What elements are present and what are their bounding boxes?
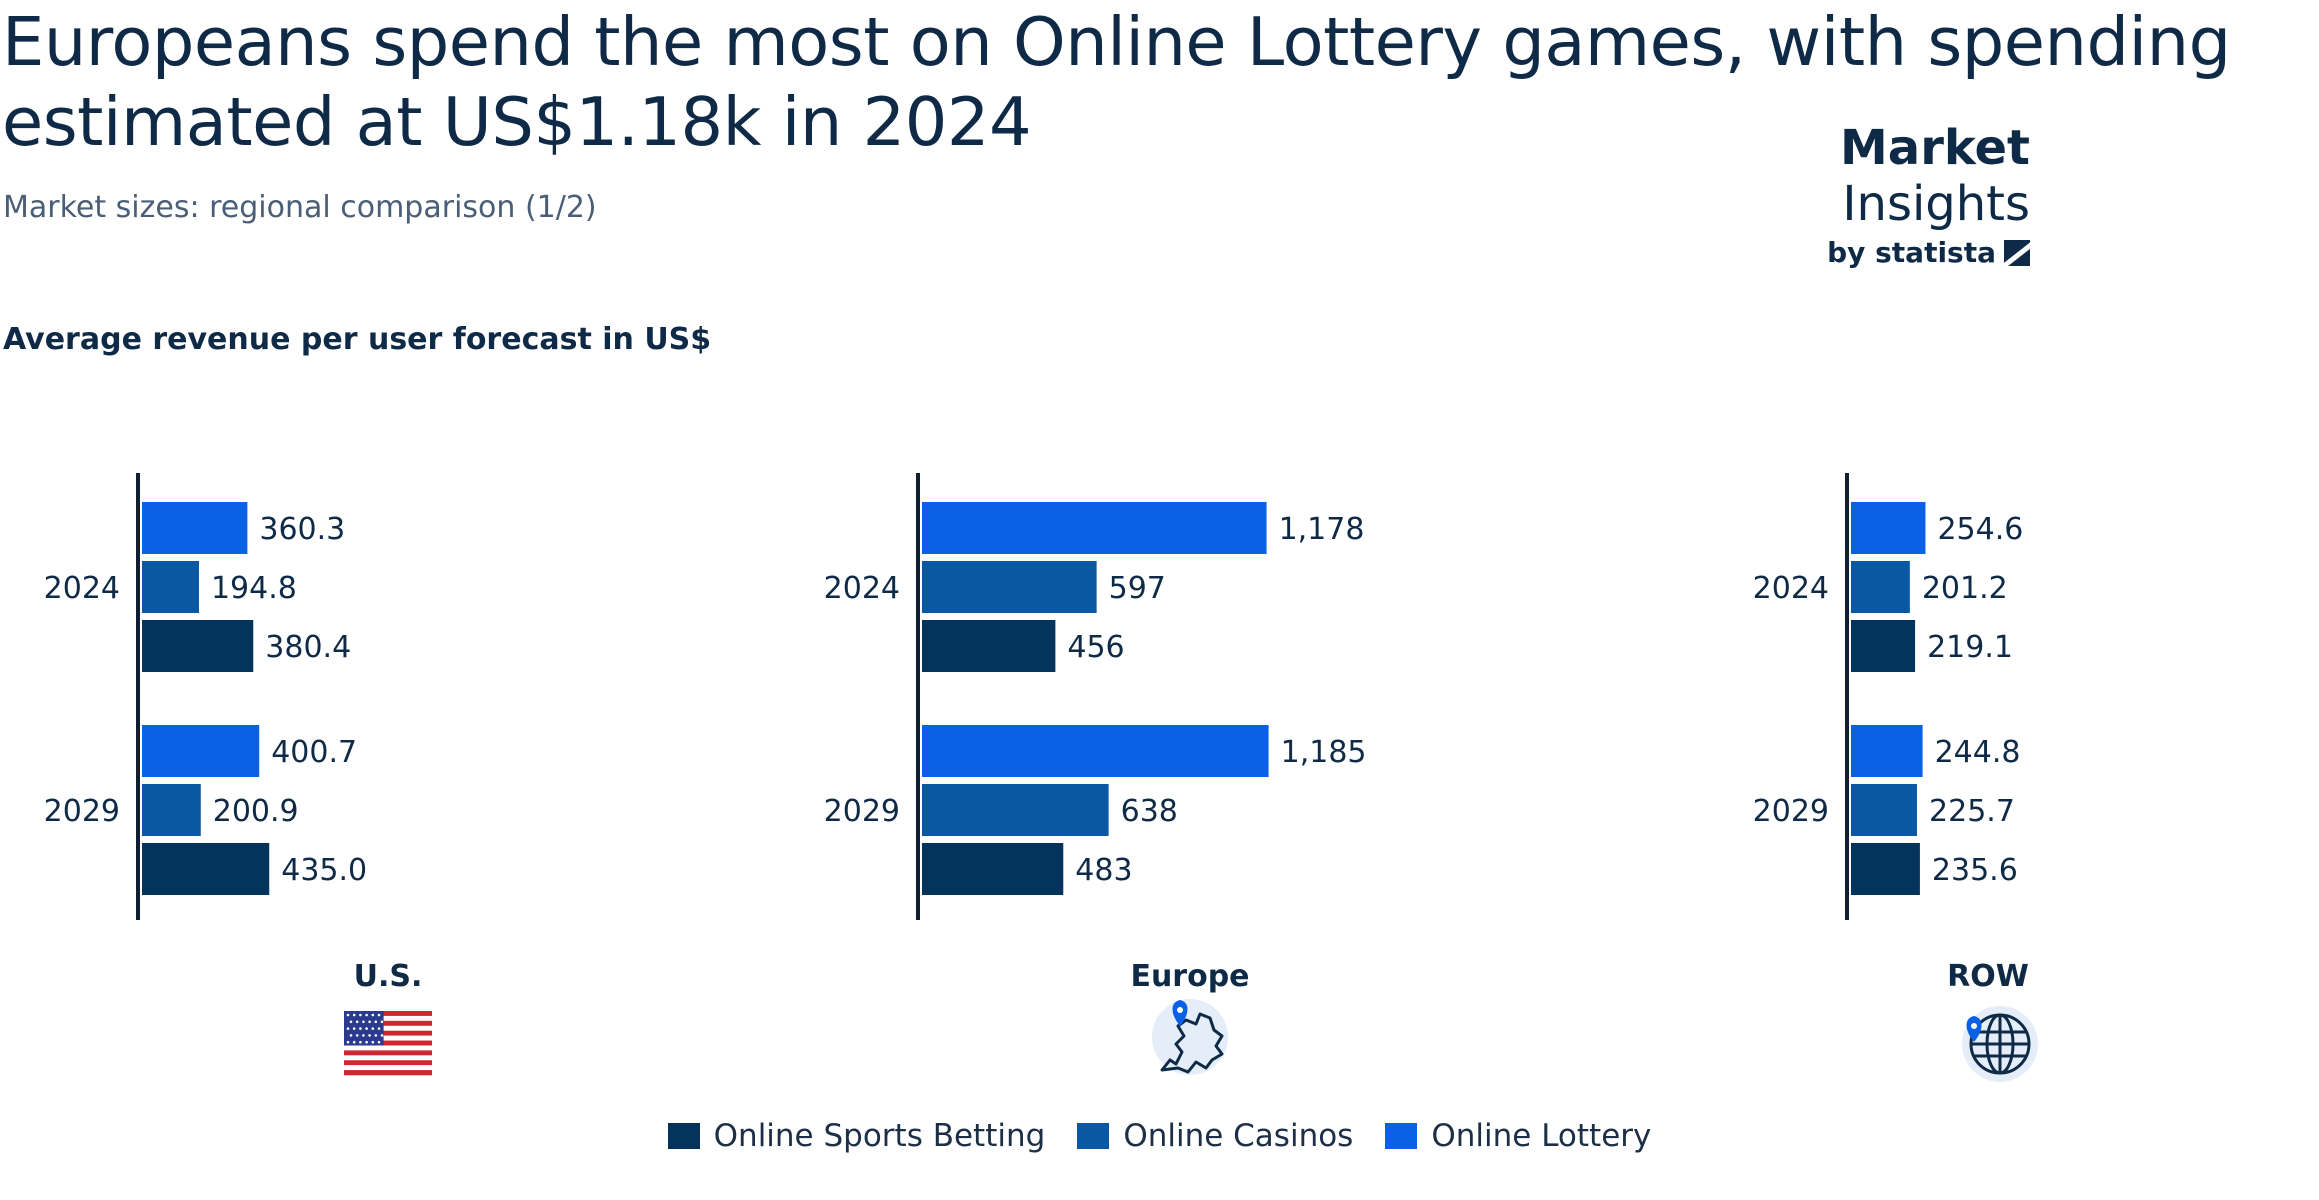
bar-europe-2024-online-lottery xyxy=(922,502,1267,554)
bar-u-s-2029-online-sports-betting xyxy=(142,843,270,895)
bar-row-2029-online-sports-betting xyxy=(1851,843,1920,895)
bar-europe-2024-online-sports-betting xyxy=(922,620,1056,672)
year-label-europe-2029: 2029 xyxy=(824,794,900,829)
bar-value-europe-2029-online-sports-betting: 483 xyxy=(1075,853,1132,888)
legend-swatch-online-sports-betting xyxy=(667,1123,700,1149)
legend-swatch-online-casinos xyxy=(1077,1123,1110,1149)
page-subtitle: Market sizes: regional comparison (1/2) xyxy=(3,190,597,225)
chart-title: Average revenue per user forecast in US$ xyxy=(3,322,712,357)
bar-value-row-2029-online-sports-betting: 235.6 xyxy=(1932,853,2018,888)
bar-value-europe-2029-online-casinos: 638 xyxy=(1121,794,1178,829)
chart-legend: Online Sports Betting Online Casinos Onl… xyxy=(0,1118,2319,1154)
bar-europe-2029-online-lottery xyxy=(922,725,1269,777)
bar-value-u-s-2029-online-lottery: 400.7 xyxy=(271,735,357,770)
logo-by-text: by statista xyxy=(1827,236,1996,269)
market-insights-logo: Market Insights by statista xyxy=(1690,120,2030,269)
legend-item-online-lottery: Online Lottery xyxy=(1385,1118,1651,1154)
bar-value-row-2024-online-sports-betting: 219.1 xyxy=(1927,630,2013,665)
bar-value-europe-2024-online-sports-betting: 456 xyxy=(1067,630,1124,665)
bar-value-u-s-2024-online-sports-betting: 380.4 xyxy=(265,630,351,665)
bar-europe-2024-online-casinos xyxy=(922,561,1097,613)
bar-value-europe-2029-online-lottery: 1,185 xyxy=(1281,735,1367,770)
bar-row-2024-online-lottery xyxy=(1851,502,1926,554)
bar-value-europe-2024-online-casinos: 597 xyxy=(1109,571,1166,606)
bar-value-u-s-2029-online-casinos: 200.9 xyxy=(213,794,299,829)
globe-icon xyxy=(1962,1006,2038,1082)
legend-swatch-online-lottery xyxy=(1385,1123,1418,1149)
legend-label-online-lottery: Online Lottery xyxy=(1431,1118,1652,1154)
bar-value-row-2029-online-lottery: 244.8 xyxy=(1935,735,2021,770)
bar-u-s-2024-online-lottery xyxy=(142,502,248,554)
bar-row-2024-online-sports-betting xyxy=(1851,620,1916,672)
legend-item-online-sports-betting: Online Sports Betting xyxy=(667,1118,1046,1154)
bar-europe-2029-online-casinos xyxy=(922,784,1109,836)
legend-label-online-casinos: Online Casinos xyxy=(1123,1118,1354,1154)
region-label-u-s: U.S. xyxy=(354,959,423,994)
year-label-u-s-2024: 2024 xyxy=(44,571,120,606)
legend-item-online-casinos: Online Casinos xyxy=(1077,1118,1353,1154)
region-label-europe: Europe xyxy=(1130,959,1249,994)
statista-icon xyxy=(2004,239,2030,266)
bar-row-2029-online-lottery xyxy=(1851,725,1923,777)
bar-value-u-s-2024-online-lottery: 360.3 xyxy=(259,512,345,547)
bar-u-s-2029-online-casinos xyxy=(142,784,201,836)
bar-value-row-2024-online-lottery: 254.6 xyxy=(1937,512,2023,547)
bar-row-2024-online-casinos xyxy=(1851,561,1910,613)
bar-value-europe-2024-online-lottery: 1,178 xyxy=(1279,512,1365,547)
bar-value-u-s-2024-online-casinos: 194.8 xyxy=(211,571,297,606)
bar-row-2029-online-casinos xyxy=(1851,784,1918,836)
bar-u-s-2024-online-casinos xyxy=(142,561,199,613)
year-label-u-s-2029: 2029 xyxy=(44,794,120,829)
logo-brand-light: Insights xyxy=(1842,176,2030,232)
us-flag-icon xyxy=(344,1011,432,1076)
page-title: Europeans spend the most on Online Lotte… xyxy=(2,3,2231,161)
region-label-row: ROW xyxy=(1947,959,2029,994)
year-label-row-2029: 2029 xyxy=(1753,794,1829,829)
logo-brand-bold: Market xyxy=(1840,120,2030,176)
year-label-row-2024: 2024 xyxy=(1753,571,1829,606)
year-label-europe-2024: 2024 xyxy=(824,571,900,606)
bar-europe-2029-online-sports-betting xyxy=(922,843,1064,895)
bar-u-s-2029-online-lottery xyxy=(142,725,260,777)
bar-value-row-2024-online-casinos: 201.2 xyxy=(1922,571,2008,606)
bar-value-row-2029-online-casinos: 225.7 xyxy=(1929,794,2015,829)
bar-u-s-2024-online-sports-betting xyxy=(142,620,254,672)
bar-value-u-s-2029-online-sports-betting: 435.0 xyxy=(281,853,367,888)
europe-map-icon xyxy=(1152,999,1228,1075)
legend-label-online-sports-betting: Online Sports Betting xyxy=(713,1118,1046,1154)
